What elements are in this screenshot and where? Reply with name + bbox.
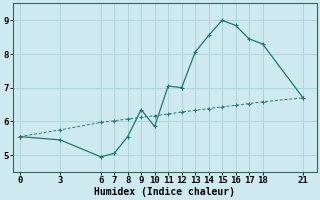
X-axis label: Humidex (Indice chaleur): Humidex (Indice chaleur) <box>94 186 235 197</box>
